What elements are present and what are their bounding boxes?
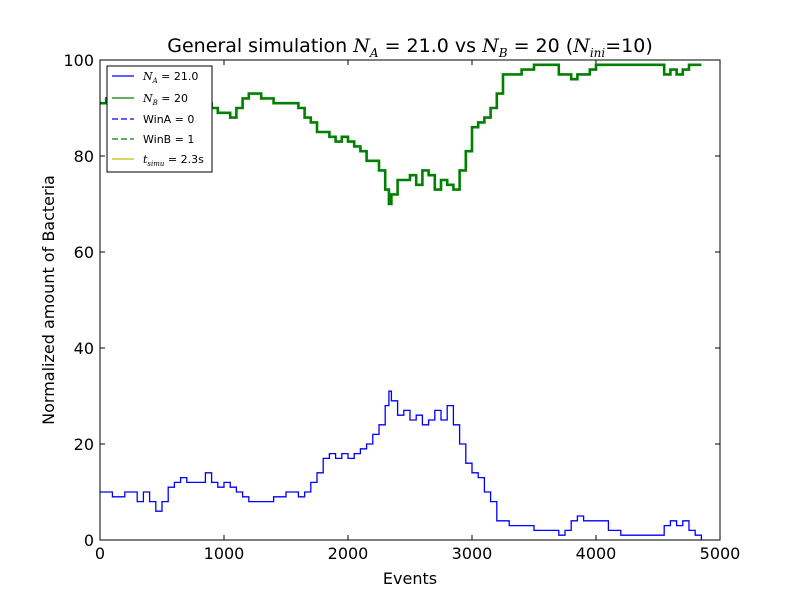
y-tick-label: 60 <box>74 243 94 262</box>
legend-label-nb: NB = 20 <box>142 92 188 107</box>
x-tick-label: 0 <box>95 544 105 563</box>
y-tick-label: 20 <box>74 435 94 454</box>
x-tick-label: 2000 <box>328 544 369 563</box>
legend-label-na: NA = 21.0 <box>142 70 198 85</box>
y-axis-label: Normalized amount of Bacteria <box>39 175 58 425</box>
legend: NA = 21.0 NB = 20 WinA = 0 WinB = 1 tsim… <box>107 66 212 172</box>
y-tick-label: 0 <box>84 531 94 550</box>
chart-title: General simulation NA = 21.0 vs NB = 20 … <box>167 35 652 60</box>
legend-label-wina: WinA = 0 <box>143 113 194 126</box>
y-tick-label: 100 <box>63 51 94 70</box>
x-tick-label: 4000 <box>576 544 617 563</box>
x-tick-label: 3000 <box>452 544 493 563</box>
x-tick-label: 5000 <box>700 544 741 563</box>
y-tick-label: 40 <box>74 339 94 358</box>
x-tick-label: 1000 <box>204 544 245 563</box>
legend-label-winb: WinB = 1 <box>143 133 194 146</box>
x-axis-label: Events <box>383 569 437 588</box>
y-tick-label: 80 <box>74 147 94 166</box>
